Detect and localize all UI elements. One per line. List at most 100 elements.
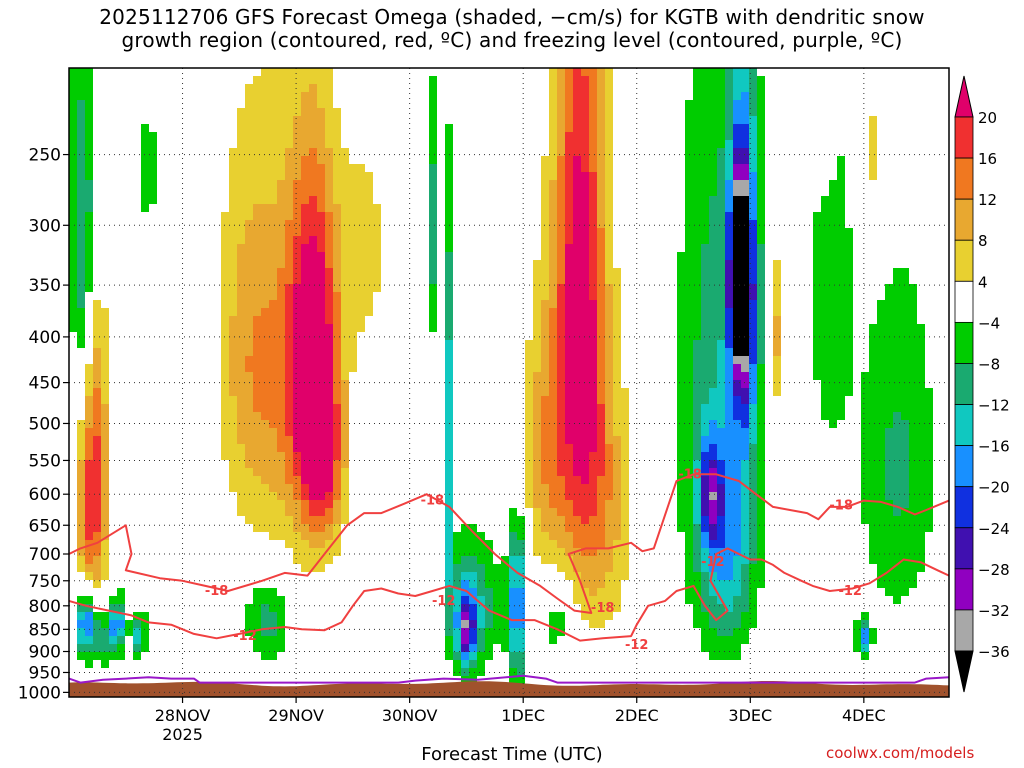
omega-cell [557,540,565,548]
omega-cell [301,564,309,572]
omega-cell [533,284,541,292]
omega-cell [533,316,541,324]
omega-cell [77,156,85,164]
omega-cell [821,300,829,308]
omega-cell [85,108,93,116]
omega-cell [253,324,261,332]
omega-cell [309,404,317,412]
omega-cell [685,348,693,356]
omega-cell [917,332,925,340]
omega-cell [893,468,901,476]
omega-cell [749,492,757,500]
omega-cell [341,412,349,420]
omega-cell [101,452,109,460]
omega-cell [605,548,613,556]
omega-cell [269,172,277,180]
omega-cell [749,540,757,548]
omega-cell [701,436,709,444]
omega-cell [541,212,549,220]
omega-cell [509,604,517,612]
omega-cell [757,420,765,428]
omega-cell [813,324,821,332]
omega-cell [581,548,589,556]
omega-cell [693,444,701,452]
omega-cell [485,564,493,572]
omega-cell [101,332,109,340]
omega-cell [909,356,917,364]
omega-cell [253,412,261,420]
omega-cell [717,636,725,644]
omega-cell [613,564,621,572]
omega-cell [229,164,237,172]
omega-cell [893,516,901,524]
omega-cell [717,380,725,388]
omega-cell [461,612,469,620]
omega-cell [85,260,93,268]
omega-cell [877,508,885,516]
omega-cell [597,316,605,324]
omega-cell [269,500,277,508]
omega-cell [837,204,845,212]
omega-cell [269,308,277,316]
omega-cell [885,412,893,420]
omega-cell [285,500,293,508]
omega-cell [221,364,229,372]
omega-cell [253,492,261,500]
omega-cell [309,116,317,124]
omega-cell [269,380,277,388]
omega-cell [485,652,493,660]
omega-cell [69,316,77,324]
omega-cell [749,500,757,508]
omega-cell [549,460,557,468]
omega-cell [709,252,717,260]
omega-cell [277,364,285,372]
omega-cell [613,332,621,340]
omega-cell [749,340,757,348]
omega-cell [749,364,757,372]
omega-cell [597,372,605,380]
omega-cell [757,428,765,436]
omega-cell [677,468,685,476]
omega-cell [357,300,365,308]
omega-cell [597,404,605,412]
omega-cell [573,292,581,300]
omega-cell [565,148,573,156]
omega-cell [749,172,757,180]
omega-cell [741,540,749,548]
omega-cell [101,364,109,372]
omega-cell [429,164,437,172]
omega-cell [93,644,101,652]
omega-cell [893,428,901,436]
omega-cell [757,404,765,412]
omega-cell [677,276,685,284]
omega-cell [309,340,317,348]
omega-cell [309,300,317,308]
omega-cell [861,620,869,628]
omega-cell [677,436,685,444]
omega-cell [237,396,245,404]
omega-cell [253,588,261,596]
omega-cell [69,92,77,100]
omega-cell [581,388,589,396]
omega-cell [573,452,581,460]
omega-cell [757,84,765,92]
omega-cell [749,204,757,212]
omega-cell [573,108,581,116]
omega-cell [453,580,461,588]
omega-cell [237,508,245,516]
omega-cell [829,220,837,228]
omega-cell [261,220,269,228]
omega-cell [69,260,77,268]
omega-cell [533,388,541,396]
omega-cell [301,236,309,244]
omega-cell [253,180,261,188]
omega-cell [517,580,525,588]
omega-cell [365,172,373,180]
omega-cell [565,476,573,484]
omega-cell [877,364,885,372]
omega-cell [429,284,437,292]
omega-cell [701,100,709,108]
credit-link[interactable]: coolwx.com/models [826,744,975,762]
omega-cell [269,532,277,540]
omega-cell [917,492,925,500]
